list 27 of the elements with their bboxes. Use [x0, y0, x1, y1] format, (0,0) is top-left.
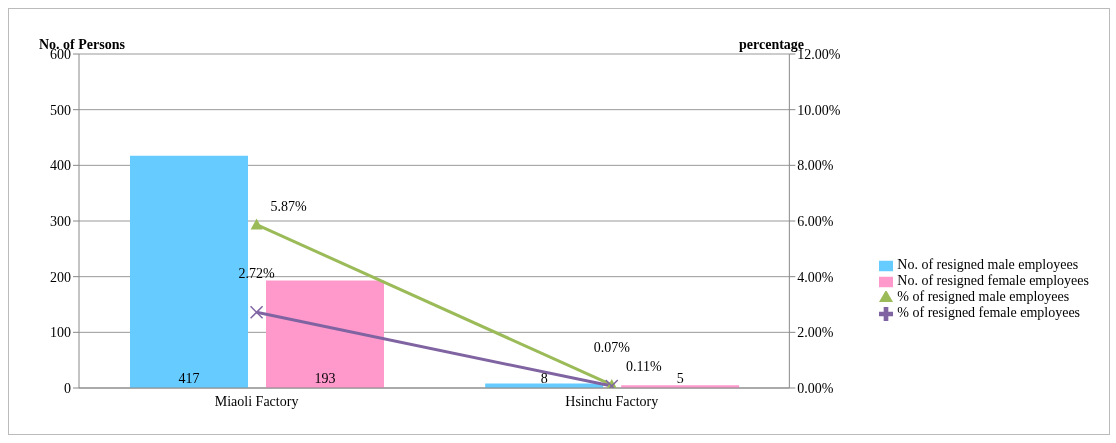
data-label: 5.87% — [270, 198, 307, 214]
y-tick-label: 100 — [50, 325, 71, 341]
y-tick-label: 400 — [50, 158, 71, 174]
bar — [266, 280, 384, 388]
x-tick-label: Hsinchu Factory — [565, 393, 659, 409]
y-tick-label: 200 — [50, 269, 71, 285]
data-label: 0.11% — [625, 358, 662, 374]
y2-tick-label: 0.00% — [797, 380, 834, 396]
legend-label: No. of resigned male employees — [897, 257, 1079, 272]
data-label: 8 — [540, 371, 548, 386]
data-label: 193 — [314, 371, 336, 386]
data-label: 5 — [676, 371, 684, 386]
y-tick-label: 300 — [50, 213, 71, 229]
data-label: 0.07% — [593, 340, 631, 356]
legend-label: % of resigned male employees — [897, 289, 1070, 304]
y2-tick-label: 10.00% — [797, 102, 841, 118]
legend-label: % of resigned female employees — [897, 305, 1081, 320]
y2-tick-label: 2.00% — [797, 325, 834, 341]
y-tick-label: 0 — [64, 380, 71, 396]
point — [249, 305, 264, 320]
y-tick-label: 500 — [50, 102, 71, 118]
data-label: 417 — [178, 371, 200, 386]
y2-tick-label: 4.00% — [797, 269, 834, 285]
y2-tick-label: 8.00% — [797, 158, 834, 174]
legend-label: No. of resigned female employees — [897, 273, 1089, 288]
x-tick-label: Miaoli Factory — [214, 393, 299, 409]
y2-tick-label: 6.00% — [797, 213, 834, 229]
